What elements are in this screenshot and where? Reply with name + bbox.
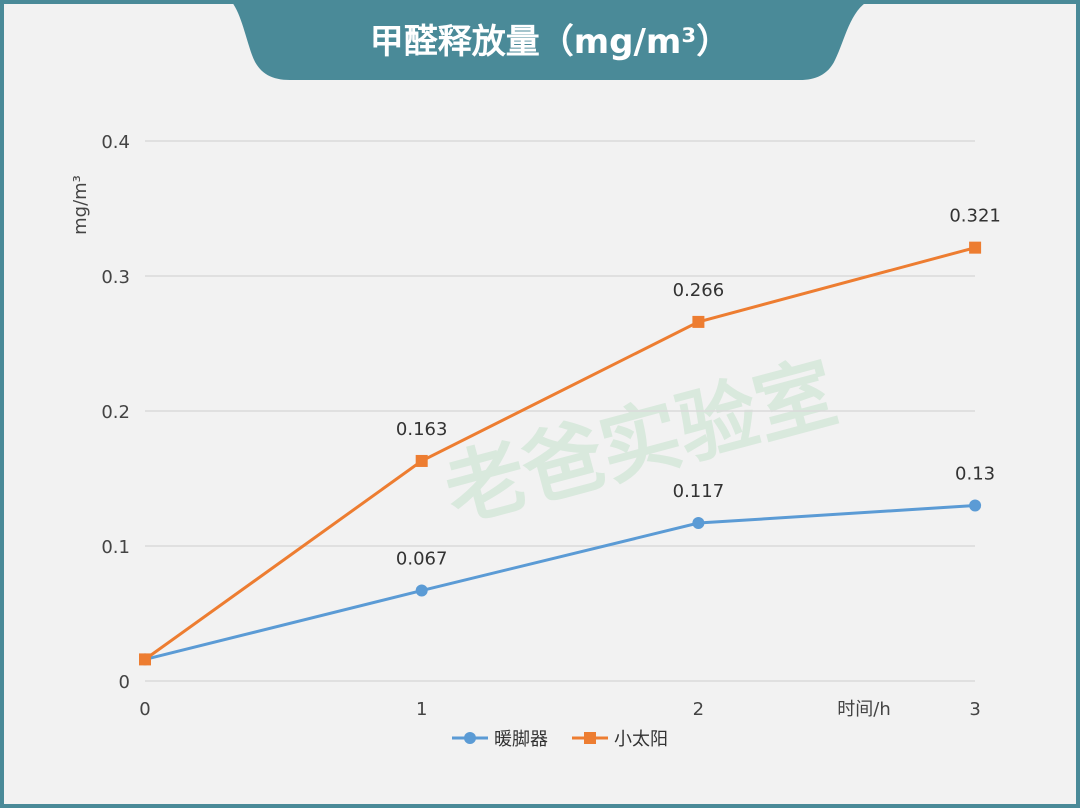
data-label: 0.266: [673, 280, 725, 301]
data-label: 0.117: [673, 481, 725, 502]
legend-marker: [464, 732, 476, 744]
x-tick-label: 3: [969, 699, 980, 720]
x-tick-label: 1: [416, 699, 427, 720]
x-tick-label: 2: [693, 699, 704, 720]
data-point: [415, 454, 428, 467]
chart-frame: [4, 4, 1076, 804]
data-point: [139, 653, 151, 666]
data-point: [692, 315, 705, 328]
data-point: [969, 241, 982, 254]
data-point: [415, 584, 428, 597]
title-banner: [230, 0, 870, 80]
data-point: [969, 499, 982, 512]
y-tick-label: 0.4: [101, 132, 130, 153]
watermark-logo: 老爸实验室: [435, 346, 845, 539]
series-line: [144, 246, 976, 661]
y-axis-label: mg/m³: [70, 175, 91, 235]
data-label: 0.163: [396, 419, 448, 440]
y-tick-label: 0.2: [101, 402, 130, 423]
y-tick-label: 0.1: [101, 537, 130, 558]
data-label: 0.13: [955, 464, 995, 485]
data-point: [692, 517, 705, 530]
x-tick-label: 0: [139, 699, 150, 720]
legend-marker: [584, 732, 596, 744]
data-label: 0.067: [396, 549, 448, 570]
x-axis-label: 时间/h: [837, 699, 890, 720]
y-tick-label: 0: [119, 672, 130, 693]
legend-label: 小太阳: [614, 729, 668, 750]
data-label: 0.321: [949, 206, 1001, 227]
series-line: [144, 504, 976, 661]
y-tick-label: 0.3: [101, 267, 130, 288]
chart-title: 甲醛释放量（mg/m³）: [369, 22, 731, 62]
legend-label: 暖脚器: [494, 729, 548, 750]
